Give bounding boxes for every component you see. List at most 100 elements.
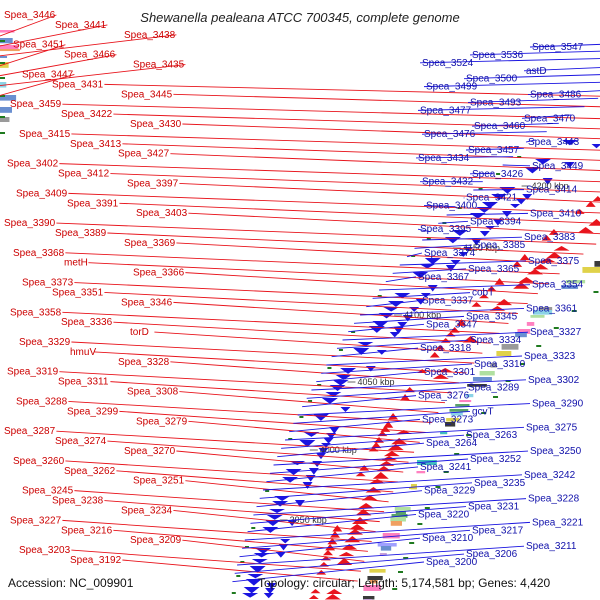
left-gene-label: Spea_3251 [133,476,185,487]
left-gene-label: Spea_3270 [124,446,176,457]
reverse-gene-arrow [285,469,302,476]
left-gene-label: Spea_3413 [70,139,122,150]
left-callout-line [65,252,560,275]
reverse-gene-arrow [445,265,456,272]
forward-gene-arrow [541,235,552,241]
cog-feature [565,280,586,284]
cog-feature [390,521,402,526]
left-gene-label: Spea_3346 [121,297,173,308]
forward-gene-arrow [371,442,382,449]
forward-gene-arrow [355,472,366,477]
left-gene-label: Spea_3351 [52,287,104,298]
right-callout-line [232,561,425,583]
right-callout-line [354,315,465,324]
forward-gene-arrow [486,286,497,292]
right-gene-label: Spea_3334 [470,335,522,346]
reverse-gene-arrow [329,427,340,434]
left-gene-label: Spea_3435 [133,60,185,71]
gc-marker [571,310,577,312]
reverse-gene-arrow [458,252,469,257]
left-callout-line [0,24,108,47]
cog-feature [395,511,406,515]
right-callout-line [302,395,417,408]
left-callout-line [113,321,491,344]
cog-feature [530,315,545,318]
forward-gene-arrow [338,552,355,557]
right-callout-line [421,131,547,135]
right-callout-line [234,553,465,574]
cog-feature [390,517,406,522]
left-callout-line [104,500,380,523]
right-gene-label: Spea_3220 [418,509,470,520]
gc-marker [288,438,293,440]
right-callout-line [379,284,531,291]
cog-feature [515,332,527,338]
gc-marker [240,561,245,563]
forward-gene-arrow [512,261,523,267]
gc-marker [251,527,256,529]
feature-tracks [0,30,600,600]
forward-gene-arrow [546,252,563,259]
left-gene-label: Spea_3447 [22,69,74,80]
left-callout-line [170,153,600,171]
cog-feature [394,507,411,511]
right-gene-label: Spea_3217 [472,525,524,536]
forward-gene-arrow [577,227,594,233]
right-callout-line [266,466,419,483]
reverse-gene-arrow [591,144,600,149]
left-gene-label: Spea_3391 [67,198,119,209]
right-callouts [232,43,600,583]
forward-gene-arrow [553,246,570,251]
reverse-gene-arrow [332,380,349,386]
gc-marker [496,173,501,175]
left-gene-label: Spea_3287 [4,426,56,437]
forward-gene-arrow [387,444,404,451]
cog-feature [450,412,463,416]
right-gene-label: Spea_3241 [420,462,472,473]
left-callout-line [173,93,600,108]
forward-gene-arrow [336,558,353,565]
gc-marker [553,327,559,329]
left-callout-line [62,311,500,334]
right-callout-line [529,43,600,48]
cog-feature [380,546,392,551]
left-gene-label: Spea_3279 [136,416,188,427]
kbp-label: 4000 kbp [320,445,357,455]
left-gene-label: Spea_3397 [127,178,179,189]
reverse-gene-arrow [476,207,493,213]
forward-gene-arrow [539,258,556,263]
forward-gene-arrow [585,201,596,207]
right-callout-line [417,228,431,233]
cog-feature [533,310,553,315]
right-gene-label: Spea_3231 [468,502,520,513]
forward-gene-arrow [380,426,391,432]
right-callout-line [289,418,421,433]
left-gene-label: Spea_3445 [121,89,173,100]
left-callout-line [59,163,600,183]
left-callout-line [122,143,600,161]
right-gene-label: Spea_3477 [420,105,472,116]
left-callout-line [173,301,509,324]
cog-feature [446,418,460,422]
reverse-gene-arrow [510,204,521,209]
right-callout-line [297,403,531,416]
gc-marker [392,588,398,590]
forward-gene-arrow [456,319,467,326]
left-gene-label: Spea_3245 [22,486,74,497]
forward-gene-arrow [310,589,321,594]
right-callout-line [247,514,417,533]
gc-marker [409,542,415,544]
reverse-gene-arrow [249,566,266,573]
reverse-gene-arrow [275,552,286,558]
left-callout-line [56,430,415,453]
left-gene-label: Spea_3203 [19,545,71,556]
left-callout-line [182,539,365,562]
reverse-gene-arrow [269,509,286,514]
right-callout-line [422,236,523,241]
left-gene-label: Spea_3369 [124,238,176,249]
left-callout-line [173,510,376,532]
right-callout-line [502,164,531,167]
right-gene-label: Spea_3290 [532,399,584,410]
right-callout-line [446,212,529,216]
gc-marker [426,238,431,240]
